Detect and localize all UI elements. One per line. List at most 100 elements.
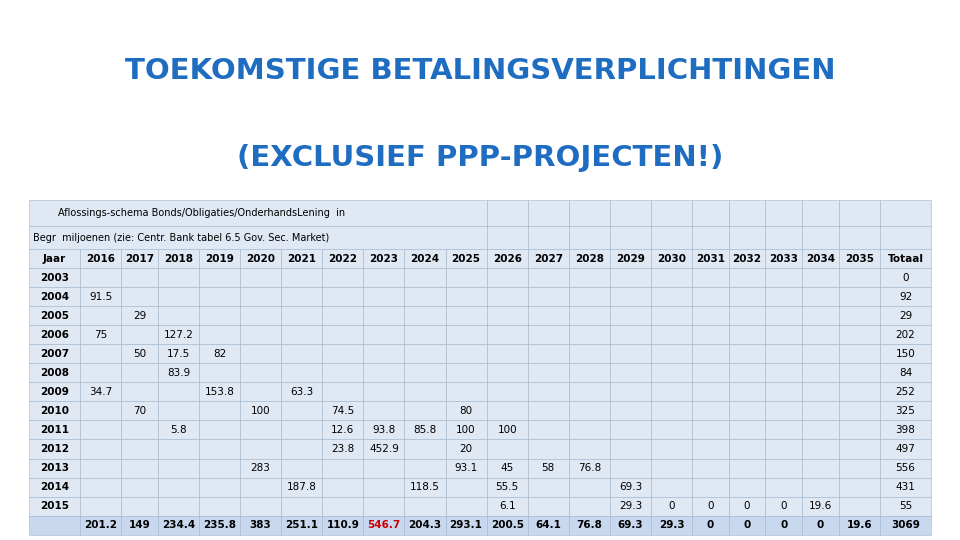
Bar [839, 268, 880, 287]
Bar [281, 401, 323, 421]
Bar [281, 306, 323, 325]
Bar [29, 458, 80, 477]
Bar [80, 268, 121, 287]
Bar [158, 306, 199, 325]
Bar [487, 477, 528, 497]
Bar [445, 268, 487, 287]
Bar [445, 401, 487, 421]
Text: 45: 45 [500, 463, 514, 473]
Bar [528, 325, 568, 345]
Bar [528, 249, 568, 268]
Bar [692, 287, 729, 306]
Bar [765, 306, 802, 325]
Bar [487, 345, 528, 363]
Bar [80, 497, 121, 516]
Bar [839, 287, 880, 306]
Bar [80, 421, 121, 440]
Bar [568, 249, 610, 268]
Bar [323, 458, 363, 477]
Bar [765, 458, 802, 477]
Text: 202: 202 [896, 330, 916, 340]
Bar [802, 325, 839, 345]
Bar [765, 249, 802, 268]
Text: 2011: 2011 [40, 425, 69, 435]
Bar [651, 325, 692, 345]
Text: 200.5: 200.5 [491, 520, 523, 530]
Text: 5.8: 5.8 [170, 425, 187, 435]
Text: 2018: 2018 [164, 254, 193, 264]
Bar [651, 382, 692, 401]
Bar [880, 325, 931, 345]
Bar [121, 477, 158, 497]
Text: 2021: 2021 [287, 254, 316, 264]
Bar [880, 516, 931, 535]
Bar [363, 287, 404, 306]
Bar [651, 306, 692, 325]
Bar [199, 401, 240, 421]
Text: 29: 29 [899, 311, 912, 321]
Bar [568, 382, 610, 401]
Bar [158, 477, 199, 497]
Bar [528, 363, 568, 382]
Bar [802, 497, 839, 516]
Text: 55.5: 55.5 [495, 482, 518, 492]
Bar [199, 325, 240, 345]
Text: 64.1: 64.1 [536, 520, 562, 530]
Bar [610, 363, 651, 382]
Bar [610, 516, 651, 535]
Bar [240, 421, 281, 440]
Bar [692, 345, 729, 363]
Bar [323, 516, 363, 535]
Bar [240, 325, 281, 345]
Text: 2003: 2003 [40, 273, 69, 283]
Text: 2009: 2009 [40, 387, 69, 397]
Bar [121, 345, 158, 363]
Bar [281, 382, 323, 401]
Bar [568, 440, 610, 458]
Bar [29, 268, 80, 287]
Bar [528, 458, 568, 477]
Bar [692, 382, 729, 401]
Bar [80, 325, 121, 345]
Text: 17.5: 17.5 [167, 349, 190, 359]
Bar [199, 268, 240, 287]
Bar [568, 497, 610, 516]
Bar [323, 440, 363, 458]
Bar [839, 440, 880, 458]
Bar [729, 401, 765, 421]
Text: 100: 100 [251, 406, 271, 416]
Bar [839, 477, 880, 497]
Bar [404, 382, 445, 401]
Text: 2031: 2031 [696, 254, 725, 264]
Bar [29, 497, 80, 516]
Bar [323, 249, 363, 268]
Bar [158, 249, 199, 268]
Bar [404, 458, 445, 477]
Text: 2033: 2033 [769, 254, 798, 264]
Bar [323, 363, 363, 382]
Bar [729, 382, 765, 401]
Text: 29.3: 29.3 [659, 520, 684, 530]
Text: 20: 20 [460, 444, 472, 454]
Bar [802, 440, 839, 458]
Bar [729, 440, 765, 458]
Bar [528, 226, 568, 249]
Bar [281, 249, 323, 268]
Bar [802, 421, 839, 440]
Bar [281, 345, 323, 363]
Bar [528, 268, 568, 287]
Bar [839, 516, 880, 535]
Text: 2020: 2020 [246, 254, 276, 264]
Bar [158, 268, 199, 287]
Bar [240, 306, 281, 325]
Bar [729, 226, 765, 249]
Bar [121, 306, 158, 325]
Bar [487, 363, 528, 382]
Text: 29.3: 29.3 [619, 501, 642, 511]
Bar [802, 382, 839, 401]
Bar [610, 440, 651, 458]
Text: 0: 0 [743, 520, 751, 530]
Bar [323, 382, 363, 401]
Text: 2015: 2015 [40, 501, 69, 511]
Bar [765, 401, 802, 421]
